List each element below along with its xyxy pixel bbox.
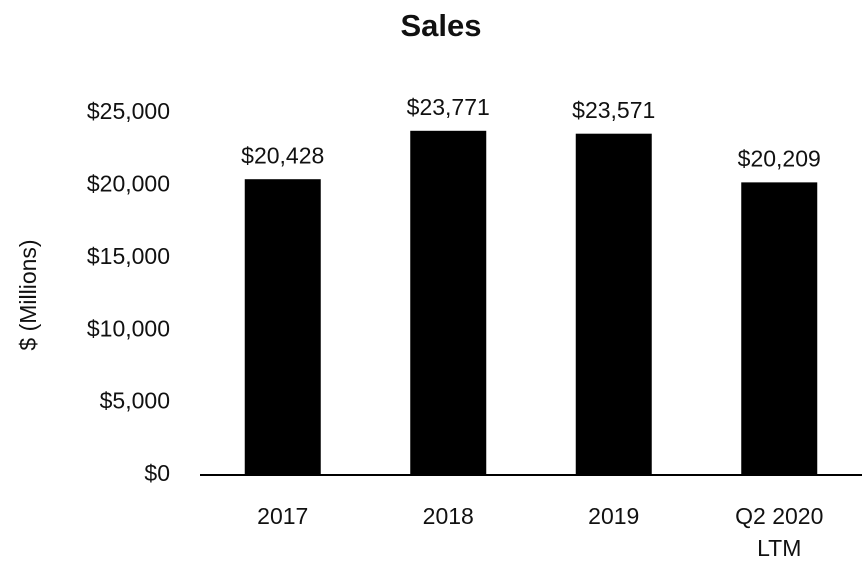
x-tick-label: 2017 <box>257 503 308 529</box>
chart-title: Sales <box>400 8 481 43</box>
bar <box>741 182 818 476</box>
bar <box>244 179 321 475</box>
y-tick-label: $0 <box>144 460 170 486</box>
y-tick-label: $15,000 <box>87 243 170 269</box>
y-tick-label: $10,000 <box>87 315 170 341</box>
x-tick-label: 2019 <box>588 503 639 529</box>
x-tick-label: Q2 2020 LTM <box>735 503 823 561</box>
x-tick-label: 2018 <box>423 503 474 529</box>
bar <box>410 130 487 476</box>
y-tick-label: $20,000 <box>87 170 170 196</box>
y-axis-label: $ (Millions) <box>15 239 41 350</box>
bar <box>575 133 652 475</box>
y-tick-label: $5,000 <box>100 388 170 414</box>
data-label: $20,428 <box>241 142 324 168</box>
data-label: $23,571 <box>572 97 655 123</box>
data-label: $23,771 <box>407 94 490 120</box>
y-tick-label: $25,000 <box>87 98 170 124</box>
data-label: $20,209 <box>738 145 821 171</box>
